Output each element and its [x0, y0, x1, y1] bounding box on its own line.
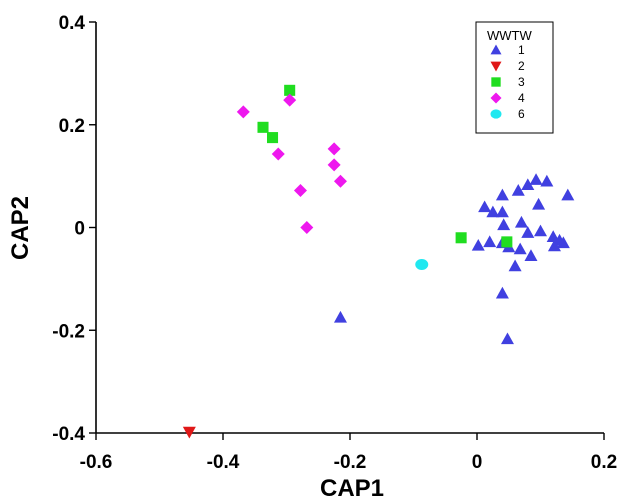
- legend-marker-4: [490, 92, 502, 104]
- data-point: [521, 178, 535, 191]
- data-point: [455, 232, 467, 244]
- data-point: [532, 197, 546, 210]
- data-point: [521, 226, 535, 238]
- data-point: [471, 238, 485, 251]
- legend-marker-1: [490, 44, 502, 55]
- legend: WWTW 1 2 3 4 6: [475, 21, 554, 134]
- y-tick-label: 0.2: [59, 116, 85, 137]
- data-point: [415, 258, 429, 271]
- data-point: [534, 224, 547, 237]
- series-3: [257, 84, 513, 248]
- data-point: [327, 158, 341, 172]
- data-point: [511, 184, 525, 196]
- y-tick-label: -0.4: [52, 424, 85, 445]
- legend-marker-3: [491, 77, 501, 87]
- series-6: [415, 258, 429, 271]
- data-point: [556, 236, 570, 249]
- data-point: [546, 230, 560, 242]
- data-point: [271, 147, 285, 161]
- y-tick-label: -0.2: [52, 321, 85, 342]
- data-point: [293, 184, 307, 198]
- series-1: [333, 173, 575, 345]
- data-point: [500, 332, 514, 345]
- x-tick-label: -0.6: [80, 452, 113, 473]
- data-point: [327, 142, 341, 156]
- data-point: [513, 242, 527, 255]
- tick-labels: -0.6 -0.4 -0.2 0 0.2 0.4 0.2 0 -0.2 -0.4: [52, 13, 617, 473]
- y-axis-title: CAP2: [7, 196, 34, 260]
- x-tick-label: 0: [472, 452, 483, 473]
- data-point: [529, 173, 543, 185]
- x-tick-label: 0.2: [591, 452, 617, 473]
- data-point: [333, 174, 347, 188]
- data-point: [283, 93, 297, 107]
- data-point: [333, 310, 347, 323]
- data-point: [561, 188, 575, 201]
- x-tick-label: -0.4: [207, 452, 240, 473]
- y-tick-label: 0: [74, 219, 85, 240]
- data-point: [486, 205, 500, 218]
- data-point: [495, 188, 509, 201]
- legend-label: 4: [518, 91, 525, 105]
- data-point: [182, 426, 196, 439]
- series-4: [236, 93, 347, 234]
- data-point: [514, 215, 528, 228]
- data-point: [497, 218, 511, 231]
- data-points: [182, 84, 575, 439]
- series-2: [182, 426, 196, 439]
- data-point: [478, 200, 492, 213]
- data-point: [495, 205, 509, 218]
- x-tick-label: -0.2: [334, 452, 367, 473]
- data-point: [495, 286, 509, 299]
- legend-marker-6: [490, 109, 502, 119]
- ticks: [89, 21, 605, 440]
- y-tick-label: 0.4: [59, 13, 86, 34]
- data-point: [257, 121, 269, 133]
- data-point: [540, 174, 554, 187]
- legend-marker-2: [490, 61, 502, 72]
- legend-title: WWTW: [487, 28, 532, 43]
- legend-label: 1: [518, 43, 525, 57]
- data-point: [547, 239, 561, 252]
- x-axis-title: CAP1: [320, 475, 384, 500]
- data-point: [501, 236, 513, 248]
- data-point: [300, 221, 314, 234]
- data-point: [483, 235, 497, 248]
- legend-box: [475, 21, 554, 134]
- legend-label: 2: [518, 59, 525, 73]
- data-point: [508, 259, 522, 272]
- data-point: [267, 132, 279, 144]
- legend-label: 3: [518, 75, 525, 89]
- data-point: [236, 105, 250, 119]
- legend-label: 6: [518, 107, 525, 121]
- data-point: [284, 84, 296, 96]
- data-point: [524, 249, 538, 261]
